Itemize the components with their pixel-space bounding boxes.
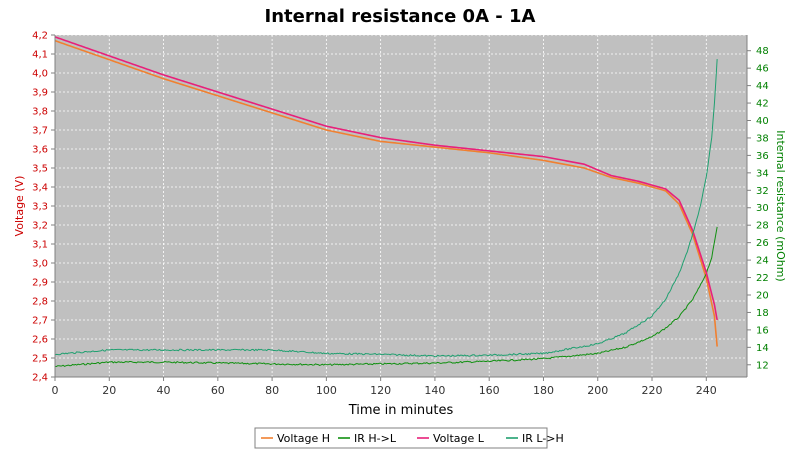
right-tick-label: 14 bbox=[756, 343, 769, 354]
right-tick-label: 34 bbox=[756, 168, 769, 179]
x-tick-label: 120 bbox=[370, 384, 391, 397]
right-tick-label: 22 bbox=[756, 273, 769, 284]
right-tick-label: 36 bbox=[756, 151, 769, 162]
left-tick-label: 2,5 bbox=[32, 354, 48, 365]
right-tick-label: 26 bbox=[756, 238, 769, 249]
series-line-ir-h-l bbox=[55, 226, 718, 368]
right-tick-label: 46 bbox=[756, 64, 769, 75]
right-tick-label: 16 bbox=[756, 325, 769, 336]
legend-items: Voltage H IR H->L Voltage L IR L->H bbox=[261, 432, 564, 445]
left-tick-label: 3,7 bbox=[32, 126, 48, 137]
right-axis-label: Internal resistance (mOhm) bbox=[774, 130, 787, 281]
left-tick-label: 2,4 bbox=[32, 373, 48, 384]
x-axis-label: Time in minutes bbox=[348, 403, 454, 418]
left-tick-label: 3,9 bbox=[32, 88, 48, 99]
legend-label: IR H->L bbox=[354, 432, 397, 445]
left-tick-label: 3,6 bbox=[32, 145, 48, 156]
chart-title: Internal resistance 0A - 1A bbox=[265, 6, 536, 27]
right-tick-label: 40 bbox=[756, 116, 769, 127]
right-axis-ticks: 12 14 16 18 20 22 24 26 28 30 32 34 36 38 40 42 44 46 48 bbox=[747, 46, 769, 371]
left-tick-label: 3,4 bbox=[32, 183, 48, 194]
x-tick-label: 140 bbox=[424, 384, 445, 397]
x-tick-label: 20 bbox=[102, 384, 116, 397]
right-tick-label: 24 bbox=[756, 256, 769, 267]
x-tick-label: 40 bbox=[157, 384, 171, 397]
series-line-voltage-l bbox=[54, 36, 718, 321]
right-tick-label: 18 bbox=[756, 308, 769, 319]
left-tick-label: 2,6 bbox=[32, 335, 48, 346]
x-tick-label: 0 bbox=[52, 384, 59, 397]
x-tick-label: 100 bbox=[316, 384, 337, 397]
x-tick-label: 60 bbox=[211, 384, 225, 397]
right-tick-label: 12 bbox=[756, 360, 769, 371]
x-tick-label: 160 bbox=[479, 384, 500, 397]
right-tick-label: 44 bbox=[756, 81, 769, 92]
left-axis-ticks: 2,4 2,5 2,6 2,7 2,8 2,9 3,0 3,1 3,2 3,3 3,4 3,5 3,6 3… bbox=[32, 31, 55, 384]
right-tick-label: 38 bbox=[756, 133, 769, 144]
left-axis-label: Voltage (V) bbox=[13, 176, 26, 237]
left-tick-label: 3,1 bbox=[32, 240, 48, 251]
left-tick-label: 3,0 bbox=[32, 259, 48, 270]
grid-lines bbox=[54, 34, 747, 378]
left-tick-label: 4,0 bbox=[32, 69, 48, 80]
series-layer bbox=[54, 36, 718, 368]
left-tick-label: 2,9 bbox=[32, 278, 48, 289]
right-tick-label: 48 bbox=[756, 46, 769, 57]
left-tick-label: 3,8 bbox=[32, 107, 48, 118]
legend-label: Voltage L bbox=[433, 432, 485, 445]
right-tick-label: 20 bbox=[756, 290, 769, 301]
left-tick-label: 2,7 bbox=[32, 316, 48, 327]
series-line-ir-l-h bbox=[54, 59, 718, 358]
left-tick-label: 3,2 bbox=[32, 221, 48, 232]
legend: Voltage H IR H->L Voltage L IR L->H bbox=[254, 427, 564, 449]
left-tick-label: 3,3 bbox=[32, 202, 48, 213]
legend-label: IR L->H bbox=[522, 432, 564, 445]
x-tick-label: 180 bbox=[533, 384, 554, 397]
legend-label: Voltage H bbox=[277, 432, 330, 445]
left-tick-label: 2,8 bbox=[32, 297, 48, 308]
right-tick-label: 32 bbox=[756, 186, 769, 197]
x-tick-label: 220 bbox=[642, 384, 663, 397]
series-line-voltage-h bbox=[54, 39, 718, 347]
x-tick-label: 80 bbox=[265, 384, 279, 397]
left-tick-label: 3,5 bbox=[32, 164, 48, 175]
right-tick-label: 42 bbox=[756, 99, 769, 110]
right-tick-label: 30 bbox=[756, 203, 769, 214]
x-axis-ticks: 0 20 40 60 80 100 120 140 160 180 200 220 240 bbox=[52, 377, 717, 397]
left-tick-label: 4,1 bbox=[32, 50, 48, 61]
x-tick-label: 200 bbox=[587, 384, 608, 397]
right-tick-label: 28 bbox=[756, 221, 769, 232]
x-tick-label: 240 bbox=[696, 384, 717, 397]
legend-box bbox=[254, 427, 548, 449]
left-tick-label: 4,2 bbox=[32, 31, 48, 42]
